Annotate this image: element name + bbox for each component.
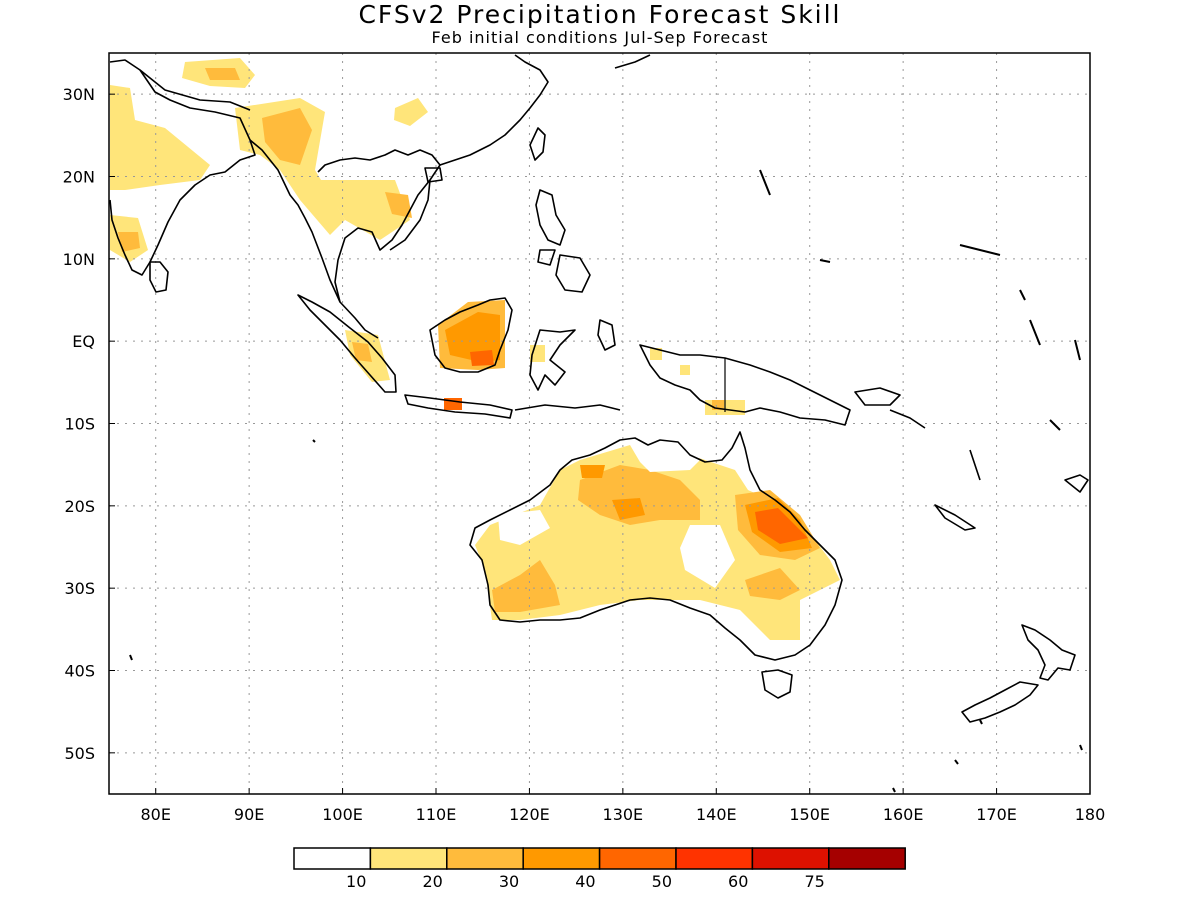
lon-tick-label: 110E bbox=[416, 805, 457, 824]
coast-philippines-luzon bbox=[535, 189, 566, 246]
coast-hainan bbox=[424, 167, 443, 183]
colorbar-swatch bbox=[446, 847, 524, 870]
shade-china bbox=[394, 98, 428, 126]
coastlines bbox=[109, 54, 1089, 793]
coast-borneo bbox=[429, 297, 513, 373]
lat-tick-label: 30N bbox=[63, 85, 95, 104]
lon-tick-label: 80E bbox=[140, 805, 170, 824]
shade-png-2 bbox=[680, 365, 690, 375]
shade-australia-north bbox=[578, 465, 700, 525]
coast-new-caledonia bbox=[934, 504, 976, 531]
lon-tick-label: 180 bbox=[1075, 805, 1106, 824]
shade-png-1 bbox=[650, 348, 662, 360]
shade-sumatra-2 bbox=[352, 342, 372, 362]
map-title: CFSv2 Precipitation Forecast Skill bbox=[358, 0, 842, 29]
colorbar-swatch bbox=[598, 847, 677, 870]
lat-tick-label: EQ bbox=[72, 332, 95, 351]
lat-tick-label: 20S bbox=[64, 497, 95, 516]
coast-new-britain bbox=[854, 387, 901, 406]
lat-tick-label: 30S bbox=[64, 579, 95, 598]
colorbar-label: 10 bbox=[346, 872, 366, 891]
colorbar-label: 50 bbox=[652, 872, 672, 891]
colorbar-swatch bbox=[675, 847, 754, 870]
colorbar-swatch bbox=[522, 847, 601, 870]
lon-tick-label: 100E bbox=[322, 805, 363, 824]
lon-tick-label: 130E bbox=[603, 805, 644, 824]
lat-tick-label: 40S bbox=[64, 662, 95, 681]
coast-philippines-visayas bbox=[537, 249, 556, 266]
lat-tick-label: 10N bbox=[63, 250, 95, 269]
lon-tick-label: 150E bbox=[789, 805, 830, 824]
lon-tick-label: 120E bbox=[509, 805, 550, 824]
lon-tick-label: 90E bbox=[234, 805, 264, 824]
colorbar: 10 20 30 40 50 60 75 bbox=[293, 847, 906, 891]
coast-fiji bbox=[1064, 474, 1089, 493]
shade-australia-kimberley bbox=[580, 465, 605, 478]
colorbar-swatch bbox=[828, 847, 906, 870]
colorbar-label: 60 bbox=[728, 872, 748, 891]
shade-borneo-3 bbox=[470, 350, 494, 366]
lon-tick-label: 170E bbox=[976, 805, 1017, 824]
coast-sulawesi bbox=[529, 329, 576, 391]
colorbar-swatch bbox=[293, 847, 372, 870]
coast-lesser-sunda bbox=[514, 404, 621, 411]
coast-atolls bbox=[129, 169, 1083, 793]
colorbar-label: 30 bbox=[499, 872, 519, 891]
coast-china bbox=[439, 54, 549, 166]
coast-sumatra bbox=[297, 294, 397, 393]
lat-tick-label: 50S bbox=[64, 744, 95, 763]
colorbar-label: 40 bbox=[575, 872, 595, 891]
lat-tick-label: 20N bbox=[63, 168, 95, 187]
coast-sri-lanka bbox=[149, 261, 169, 293]
shade-myanmar bbox=[235, 98, 345, 235]
colorbar-swatch bbox=[369, 847, 448, 870]
lon-tick-label: 140E bbox=[696, 805, 737, 824]
shade-australia-north-2 bbox=[612, 498, 645, 520]
coast-india bbox=[109, 59, 256, 276]
shade-gap-2 bbox=[680, 525, 735, 588]
coast-vietnam bbox=[389, 179, 431, 251]
coast-nz-south bbox=[961, 681, 1039, 723]
coast-vanuatu bbox=[969, 449, 981, 481]
coast-java bbox=[404, 394, 513, 419]
colorbar-swatch bbox=[751, 847, 830, 870]
lat-tick-label: 10S bbox=[64, 415, 95, 434]
axis-ticks: 30N 20N 10N EQ 10S 20S 30S 40S 50S 80E 90E 100E 110E… bbox=[63, 85, 1106, 824]
coast-solomon bbox=[889, 409, 926, 429]
shade-queensland-2 bbox=[755, 508, 808, 544]
coast-taiwan bbox=[529, 127, 546, 161]
coast-philippines-mindanao bbox=[555, 254, 591, 293]
shade-india-south-2 bbox=[118, 232, 140, 252]
shade-gap-3 bbox=[630, 445, 700, 472]
shade-gap-1 bbox=[498, 510, 550, 545]
colorbar-label: 20 bbox=[422, 872, 442, 891]
shade-myanmar-2 bbox=[262, 108, 312, 165]
shade-australia-west bbox=[492, 560, 560, 612]
coast-tasmania bbox=[761, 669, 793, 699]
coast-halmahera bbox=[597, 319, 616, 351]
map-subtitle: Feb initial conditions Jul-Sep Forecast bbox=[431, 28, 769, 47]
coast-himalaya bbox=[139, 69, 251, 111]
colorbar-label: 75 bbox=[804, 872, 824, 891]
coast-nz-north bbox=[1021, 624, 1076, 681]
shade-borneo-2 bbox=[445, 312, 500, 362]
shade-tibet-2 bbox=[205, 68, 240, 80]
shade-australia-east bbox=[745, 568, 800, 600]
graticule bbox=[109, 53, 1090, 794]
coast-myanmar bbox=[249, 139, 379, 339]
coast-australia bbox=[469, 431, 843, 661]
shade-thailand bbox=[385, 192, 412, 218]
skill-shading bbox=[110, 58, 840, 640]
shade-india-west bbox=[110, 85, 210, 190]
coast-japan bbox=[614, 54, 651, 69]
lon-tick-label: 160E bbox=[883, 805, 924, 824]
